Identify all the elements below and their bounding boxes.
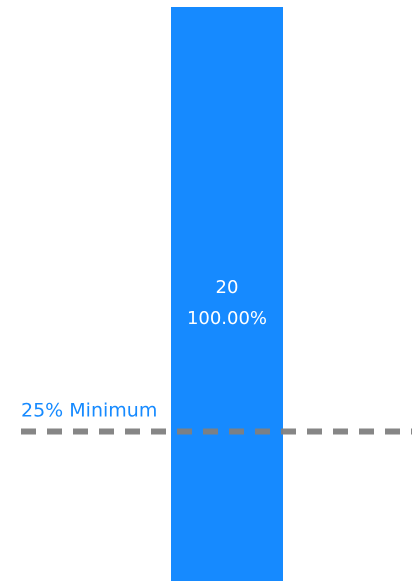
reference-line-label: 25% Minimum (21, 400, 157, 422)
bars-group (171, 7, 283, 581)
reference-line-group: 25% Minimum (21, 400, 412, 435)
data-labels-group: 20 100.00% (187, 277, 267, 329)
bar-percent-label: 100.00% (187, 308, 267, 329)
bar (171, 7, 283, 581)
bar-value-label: 20 (216, 277, 239, 298)
